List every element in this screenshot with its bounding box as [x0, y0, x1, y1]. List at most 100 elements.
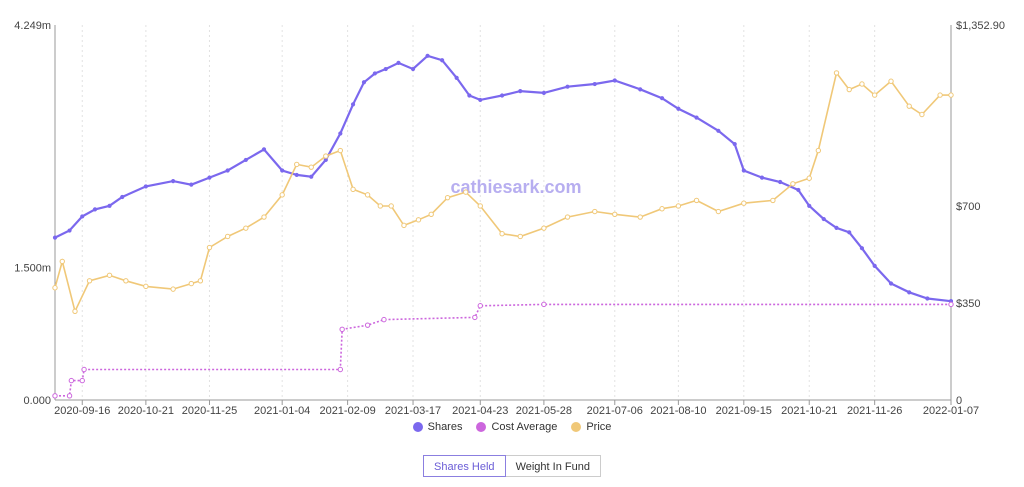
data-point-shares: [207, 175, 212, 180]
data-point-shares: [759, 175, 765, 180]
data-point-price: [715, 208, 722, 215]
data-point-price: [463, 189, 469, 195]
data-point-price: [815, 147, 822, 154]
data-point-price: [224, 233, 231, 240]
data-point-shares: [309, 174, 314, 179]
data-point-shares: [323, 157, 328, 163]
price-dot-icon: [571, 422, 582, 432]
data-point-shares: [280, 168, 285, 173]
data-point-shares: [638, 87, 643, 92]
data-point-price: [323, 153, 329, 159]
data-point-shares: [592, 81, 597, 87]
legend-item-shares[interactable]: Shares: [412, 421, 462, 433]
data-point-shares: [171, 179, 176, 184]
data-point-shares: [859, 246, 865, 251]
data-point-price: [388, 203, 394, 209]
data-point-price: [415, 217, 422, 223]
data-point-shares: [565, 84, 570, 89]
data-point-shares: [499, 93, 505, 98]
data-point-shares: [454, 75, 459, 80]
x-tick-label: 2021-07-06: [587, 405, 643, 417]
data-point-shares: [659, 96, 665, 101]
data-point-shares: [676, 106, 681, 111]
data-point-price: [350, 186, 356, 193]
data-point-price: [564, 214, 571, 220]
data-point-price: [206, 244, 213, 251]
data-point-price: [612, 211, 618, 217]
data-point-price: [906, 103, 912, 109]
data-point-shares: [80, 214, 85, 219]
data-point-price: [59, 258, 65, 265]
x-tick-label: 2021-01-04: [254, 405, 310, 417]
data-point-price: [364, 192, 371, 198]
data-point-cost-average: [68, 377, 75, 384]
x-tick-label: 2020-10-21: [118, 405, 174, 417]
data-point-cost-average: [66, 393, 73, 399]
legend-label: Price: [586, 421, 612, 433]
data-point-shares: [261, 147, 267, 152]
legend-item-cost-average[interactable]: Cost Average: [476, 421, 557, 433]
data-point-price: [846, 86, 852, 93]
data-point-price: [197, 278, 204, 284]
data-point-price: [806, 175, 812, 181]
x-tick-label: 2020-09-16: [54, 405, 110, 417]
data-point-cost-average: [948, 301, 954, 308]
x-tick-label: 2022-01-07: [923, 405, 979, 417]
data-point-price: [294, 161, 300, 168]
cost-average-dot-icon: [476, 422, 487, 432]
x-tick-label: 2021-03-17: [385, 405, 441, 417]
data-point-cost-average: [339, 326, 345, 333]
data-point-price: [86, 278, 93, 284]
data-point-price: [859, 81, 865, 87]
data-point-shares: [120, 194, 125, 200]
data-point-shares: [716, 128, 721, 133]
data-point-shares: [821, 216, 826, 222]
series-line-cost-average: [55, 303, 951, 397]
data-point-price: [143, 283, 149, 290]
y-left-tick-label: 1.500m: [14, 263, 51, 275]
data-point-shares: [361, 80, 367, 85]
data-point-price: [106, 272, 113, 278]
data-point-shares: [925, 296, 930, 301]
data-point-shares: [92, 207, 98, 212]
y-right-tick-label: $350: [956, 298, 980, 310]
legend-item-price[interactable]: Price: [571, 421, 611, 433]
data-point-price: [937, 92, 943, 98]
data-point-shares: [440, 58, 445, 63]
x-tick-label: 2021-09-15: [716, 405, 772, 417]
shares-held-button[interactable]: Shares Held: [423, 455, 506, 477]
tick-labels: 2020-09-16 2020-10-21 2020-11-25 2021-01-04…: [14, 20, 1005, 417]
data-point-shares: [741, 168, 746, 173]
data-point-price: [279, 192, 285, 198]
y-left-tick-label: 4.249m: [14, 20, 51, 32]
y-right-tick-label: 0: [956, 395, 962, 407]
data-point-price: [517, 233, 523, 240]
watermark: cathiesark.com: [450, 177, 581, 197]
data-point-shares: [350, 102, 356, 107]
weight-in-fund-button[interactable]: Weight In Fund: [505, 455, 601, 477]
data-point-shares: [778, 179, 783, 185]
data-point-cost-average: [79, 377, 85, 384]
data-point-price: [659, 206, 665, 212]
data-point-shares: [888, 281, 894, 286]
data-point-price: [188, 280, 195, 287]
data-point-shares: [396, 60, 401, 65]
x-tick-label: 2020-11-25: [182, 405, 237, 417]
data-point-price: [123, 278, 129, 284]
data-point-price: [428, 211, 434, 217]
x-tick-label: 2021-02-09: [319, 405, 375, 417]
data-point-shares: [478, 97, 483, 103]
data-point-shares: [612, 78, 617, 83]
x-tick-label: 2021-05-28: [516, 405, 572, 417]
data-point-price: [261, 214, 267, 220]
y-right-tick-label: $1,352.90: [956, 20, 1005, 32]
x-tick-label: 2021-04-23: [452, 405, 508, 417]
data-point-shares: [143, 184, 148, 189]
data-point-shares: [67, 228, 72, 233]
data-point-shares: [732, 141, 737, 147]
data-point-shares: [872, 263, 877, 268]
data-point-cost-average: [364, 322, 371, 328]
data-point-price: [170, 286, 176, 292]
data-point-cost-average: [52, 393, 58, 399]
x-tick-label: 2021-10-21: [781, 405, 837, 417]
